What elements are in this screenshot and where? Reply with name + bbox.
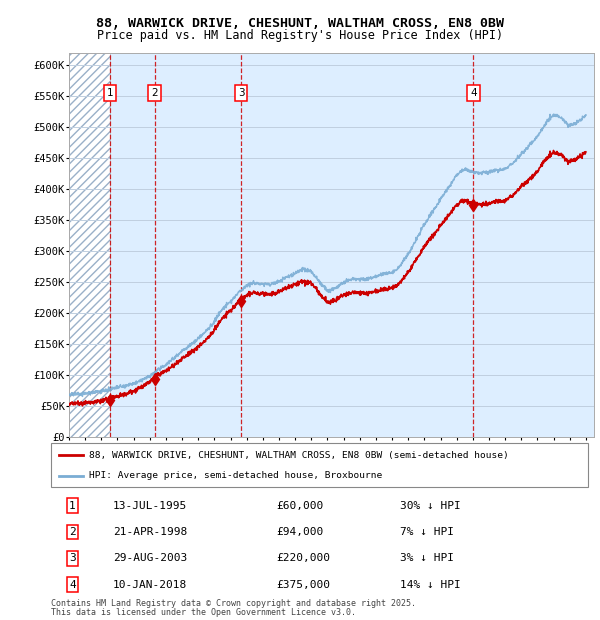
Text: Contains HM Land Registry data © Crown copyright and database right 2025.: Contains HM Land Registry data © Crown c… — [51, 600, 416, 608]
Text: 3: 3 — [238, 88, 245, 98]
Text: 2: 2 — [69, 527, 76, 537]
Text: 7% ↓ HPI: 7% ↓ HPI — [400, 527, 454, 537]
Bar — [69, 53, 110, 437]
Text: £94,000: £94,000 — [277, 527, 324, 537]
Text: HPI: Average price, semi-detached house, Broxbourne: HPI: Average price, semi-detached house,… — [89, 471, 382, 480]
Text: 29-AUG-2003: 29-AUG-2003 — [113, 553, 187, 564]
Text: 4: 4 — [69, 580, 76, 590]
Text: 14% ↓ HPI: 14% ↓ HPI — [400, 580, 461, 590]
Text: 1: 1 — [107, 88, 113, 98]
Text: 13-JUL-1995: 13-JUL-1995 — [113, 500, 187, 511]
Bar — [69, 53, 110, 437]
Text: 21-APR-1998: 21-APR-1998 — [113, 527, 187, 537]
Text: This data is licensed under the Open Government Licence v3.0.: This data is licensed under the Open Gov… — [51, 608, 356, 617]
Text: 88, WARWICK DRIVE, CHESHUNT, WALTHAM CROSS, EN8 0BW: 88, WARWICK DRIVE, CHESHUNT, WALTHAM CRO… — [96, 17, 504, 30]
Text: 4: 4 — [470, 88, 476, 98]
Text: £375,000: £375,000 — [277, 580, 331, 590]
Text: 1: 1 — [69, 500, 76, 511]
Text: £60,000: £60,000 — [277, 500, 324, 511]
Text: £220,000: £220,000 — [277, 553, 331, 564]
Text: 3: 3 — [69, 553, 76, 564]
Text: 2: 2 — [151, 88, 158, 98]
FancyBboxPatch shape — [51, 443, 588, 487]
Text: Price paid vs. HM Land Registry's House Price Index (HPI): Price paid vs. HM Land Registry's House … — [97, 30, 503, 42]
Text: 30% ↓ HPI: 30% ↓ HPI — [400, 500, 461, 511]
Text: 10-JAN-2018: 10-JAN-2018 — [113, 580, 187, 590]
Text: 3% ↓ HPI: 3% ↓ HPI — [400, 553, 454, 564]
Text: 88, WARWICK DRIVE, CHESHUNT, WALTHAM CROSS, EN8 0BW (semi-detached house): 88, WARWICK DRIVE, CHESHUNT, WALTHAM CRO… — [89, 451, 508, 459]
